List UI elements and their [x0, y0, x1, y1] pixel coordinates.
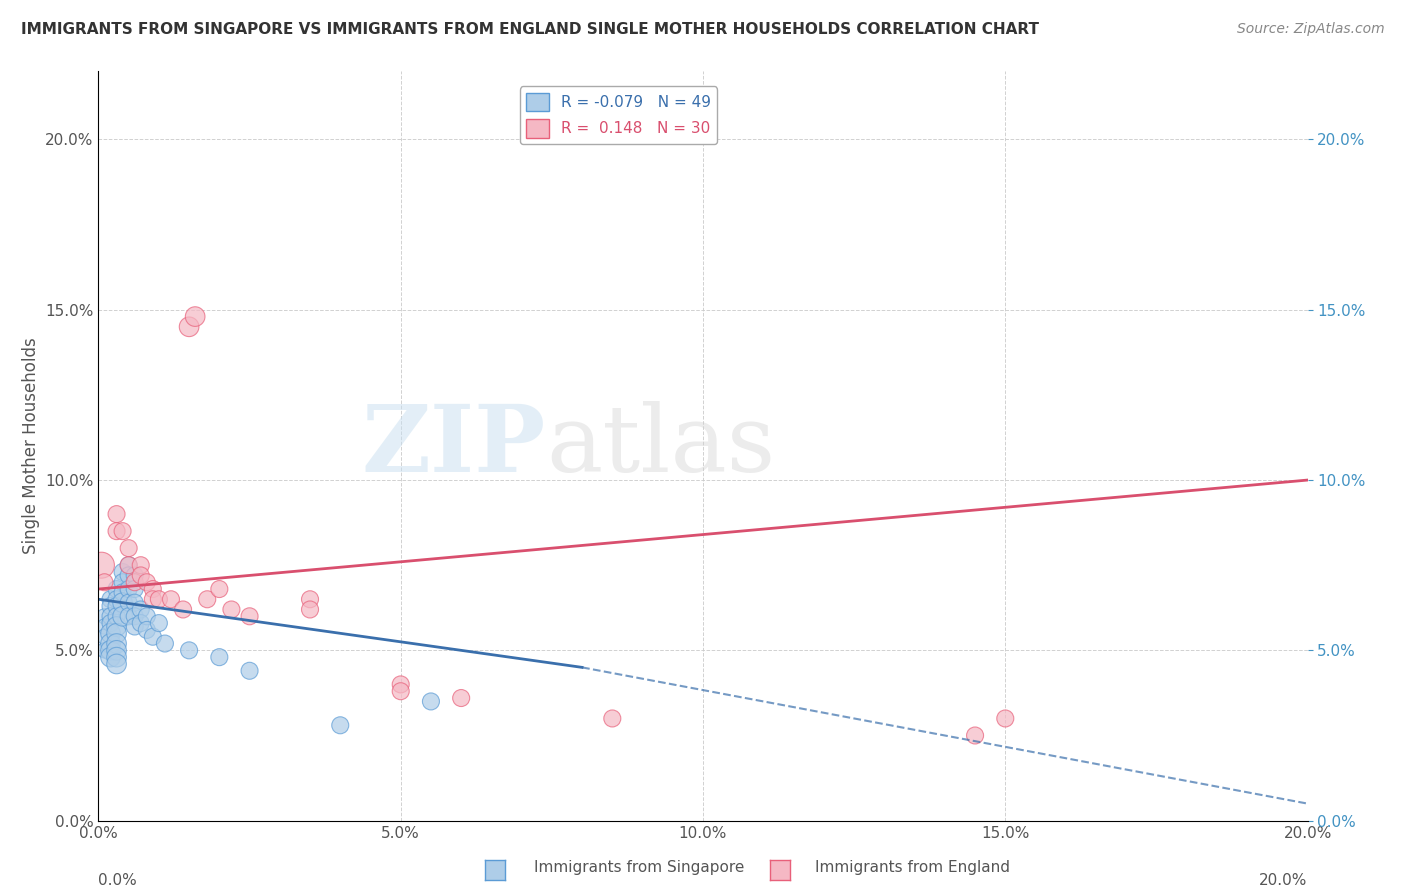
Point — [129, 616, 152, 631]
Point — [105, 657, 128, 671]
Point — [100, 626, 122, 640]
Point — [239, 609, 262, 624]
Text: Immigrants from Singapore: Immigrants from Singapore — [534, 861, 745, 875]
Point — [100, 650, 122, 665]
Point — [118, 568, 141, 582]
Point — [299, 592, 322, 607]
Point — [124, 582, 146, 596]
Point — [105, 643, 128, 657]
Point — [135, 609, 157, 624]
Point — [90, 558, 112, 573]
Point — [160, 592, 183, 607]
Point — [100, 599, 122, 613]
Point — [124, 568, 146, 582]
Point — [100, 592, 122, 607]
Point — [105, 582, 128, 596]
Point — [111, 609, 134, 624]
Text: Source: ZipAtlas.com: Source: ZipAtlas.com — [1237, 22, 1385, 37]
Point — [153, 636, 176, 650]
Point — [118, 558, 141, 573]
Point — [105, 609, 128, 624]
Point — [100, 636, 122, 650]
Point — [142, 630, 165, 644]
Point — [124, 609, 146, 624]
Point — [93, 619, 115, 633]
Point — [118, 558, 141, 573]
Point — [129, 558, 152, 573]
Point — [100, 643, 122, 657]
Text: Immigrants from England: Immigrants from England — [815, 861, 1011, 875]
Text: 20.0%: 20.0% — [1260, 873, 1308, 888]
Point — [389, 684, 412, 698]
Point — [118, 582, 141, 596]
Point — [129, 568, 152, 582]
Point — [93, 609, 115, 624]
Point — [239, 664, 262, 678]
Point — [208, 582, 231, 596]
Point — [389, 677, 412, 691]
Point — [184, 310, 207, 324]
Text: atlas: atlas — [546, 401, 775, 491]
Point — [142, 592, 165, 607]
Point — [111, 575, 134, 590]
Point — [994, 711, 1017, 725]
Point — [100, 616, 122, 631]
Point — [172, 602, 194, 616]
Point — [420, 694, 443, 708]
Point — [105, 619, 128, 633]
Point — [135, 623, 157, 637]
Point — [105, 599, 128, 613]
Point — [105, 592, 128, 607]
Point — [129, 602, 152, 616]
Point — [602, 711, 624, 725]
Point — [111, 524, 134, 538]
Text: 0.0%: 0.0% — [98, 873, 138, 888]
Y-axis label: Single Mother Households: Single Mother Households — [21, 338, 39, 554]
Point — [179, 643, 201, 657]
Point — [124, 575, 146, 590]
Point — [450, 691, 472, 706]
Point — [93, 575, 115, 590]
Point — [105, 524, 128, 538]
Point — [118, 541, 141, 556]
Point — [148, 616, 170, 631]
Legend: R = -0.079   N = 49, R =  0.148   N = 30: R = -0.079 N = 49, R = 0.148 N = 30 — [520, 87, 717, 144]
Point — [299, 602, 322, 616]
Point — [179, 319, 201, 334]
Text: IMMIGRANTS FROM SINGAPORE VS IMMIGRANTS FROM ENGLAND SINGLE MOTHER HOUSEHOLDS CO: IMMIGRANTS FROM SINGAPORE VS IMMIGRANTS … — [21, 22, 1039, 37]
Point — [142, 582, 165, 596]
Point — [100, 609, 122, 624]
Point — [329, 718, 352, 732]
Point — [124, 596, 146, 610]
Point — [208, 650, 231, 665]
Point — [105, 636, 128, 650]
Point — [124, 619, 146, 633]
Point — [111, 596, 134, 610]
Point — [105, 507, 128, 521]
Point — [93, 630, 115, 644]
Point — [111, 585, 134, 599]
Point — [965, 729, 987, 743]
Point — [148, 592, 170, 607]
Point — [105, 650, 128, 665]
Point — [105, 626, 128, 640]
Point — [195, 592, 218, 607]
Point — [118, 596, 141, 610]
Point — [93, 643, 115, 657]
Point — [221, 602, 243, 616]
Text: ZIP: ZIP — [361, 401, 546, 491]
Point — [135, 575, 157, 590]
Point — [118, 609, 141, 624]
Point — [111, 565, 134, 579]
